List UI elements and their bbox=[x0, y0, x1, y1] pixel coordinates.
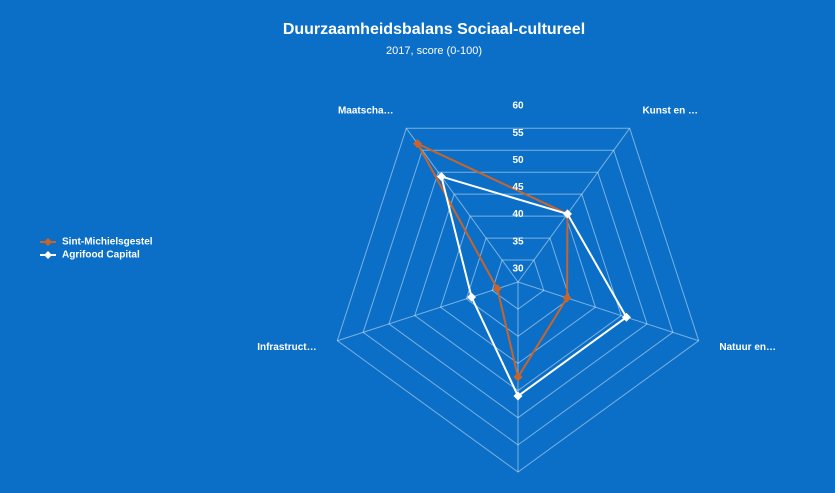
data-point bbox=[412, 139, 422, 149]
legend-marker bbox=[44, 238, 52, 246]
spoke bbox=[517, 281, 699, 342]
y-tick-label: 30 bbox=[512, 263, 524, 274]
data-point bbox=[436, 172, 446, 182]
chart-title: Duurzaamheidsbalans Sociaal-cultureel bbox=[283, 21, 585, 38]
data-point bbox=[492, 284, 502, 294]
data-point bbox=[467, 292, 477, 302]
series-line bbox=[415, 141, 569, 380]
grid-ring bbox=[491, 259, 545, 310]
y-tick-label: 35 bbox=[512, 236, 524, 247]
category-label: Maatscha… bbox=[338, 105, 394, 116]
grid-ring bbox=[362, 149, 674, 446]
y-tick-label: 40 bbox=[512, 209, 524, 220]
y-tick-label: 55 bbox=[512, 128, 524, 139]
y-tick-label: 50 bbox=[512, 155, 524, 166]
data-point bbox=[562, 209, 572, 219]
legend-label: Agrifood Capital bbox=[62, 250, 140, 261]
data-point bbox=[513, 372, 523, 382]
y-tick-label: 45 bbox=[512, 182, 524, 193]
legend-marker bbox=[44, 251, 52, 259]
y-tick-label: 60 bbox=[512, 101, 524, 112]
spoke bbox=[517, 127, 631, 283]
data-point bbox=[562, 293, 572, 303]
grid-ring bbox=[336, 127, 700, 473]
grid bbox=[336, 127, 700, 473]
chart-subtitle: 2017, score (0-100) bbox=[386, 45, 482, 57]
spoke bbox=[337, 281, 519, 342]
grid-ring bbox=[388, 171, 648, 419]
data-point bbox=[621, 312, 631, 322]
grid-ring bbox=[439, 215, 597, 365]
category-label: Natuur en… bbox=[719, 342, 776, 353]
category-label: Infrastruct… bbox=[257, 342, 316, 353]
grid-ring bbox=[414, 193, 622, 392]
plot bbox=[412, 139, 631, 401]
spoke bbox=[405, 127, 519, 283]
legend-label: Sint-Michielsgestel bbox=[62, 237, 153, 248]
data-point bbox=[513, 391, 523, 401]
series-line bbox=[440, 175, 628, 398]
category-label: Kunst en … bbox=[642, 105, 698, 116]
